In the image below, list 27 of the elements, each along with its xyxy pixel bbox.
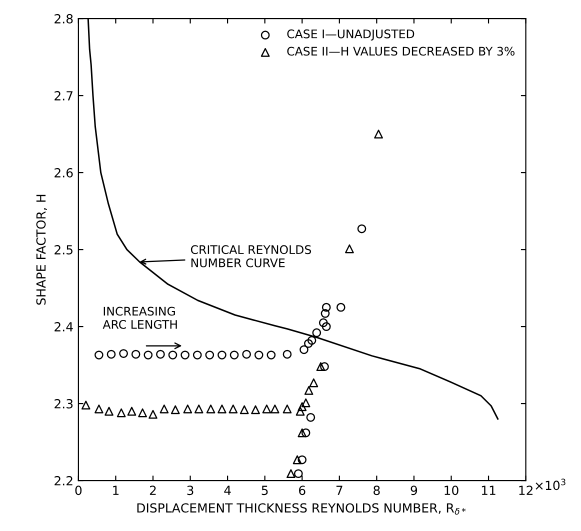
x-tick-label: 10: [444, 486, 458, 496]
y-axis-title: SHAPE FACTOR, H: [36, 194, 47, 305]
annotation: CRITICAL REYNOLDS NUMBER CURVE: [190, 245, 312, 268]
x-tick-label: 3: [187, 486, 194, 496]
legend-label: CASE II—H VALUES DECREASED BY 3%: [287, 46, 515, 56]
x-tick-label: 1: [113, 486, 119, 495]
y-tick-label: 2.7: [54, 91, 73, 100]
y-tick-label: 2.4: [54, 322, 73, 332]
x-tick-label: 4: [224, 486, 231, 495]
x-tick-label: 12: [519, 486, 533, 495]
annotation: INCREASING ARC LENGTH: [102, 306, 177, 329]
y-tick-label: 2.8: [54, 14, 73, 24]
y-tick-label: 2.2: [54, 476, 72, 486]
y-tick-label: 2.6: [54, 168, 73, 178]
x-tick-label: 6: [299, 486, 306, 496]
y-tick-label: 2.3: [54, 399, 73, 408]
text: ×10$^{3}$: [536, 478, 566, 490]
x-tick-label: 8: [374, 486, 380, 496]
x-tick-label: 11: [482, 486, 496, 495]
x-axis-title: DISPLACEMENT THICKNESS REYNOLDS NUMBER, R$_{δ*}$: [137, 503, 466, 515]
x-tick-label: 9: [410, 486, 418, 496]
x-tick-label: 7: [336, 486, 342, 495]
x-tick-label: 5: [262, 486, 268, 496]
legend-label: CASE I—UNADJUSTED: [287, 29, 414, 41]
y-tick-label: 2.5: [54, 245, 72, 254]
x-tick-label: 0: [75, 486, 82, 496]
x-tick-label: 2: [150, 486, 156, 495]
